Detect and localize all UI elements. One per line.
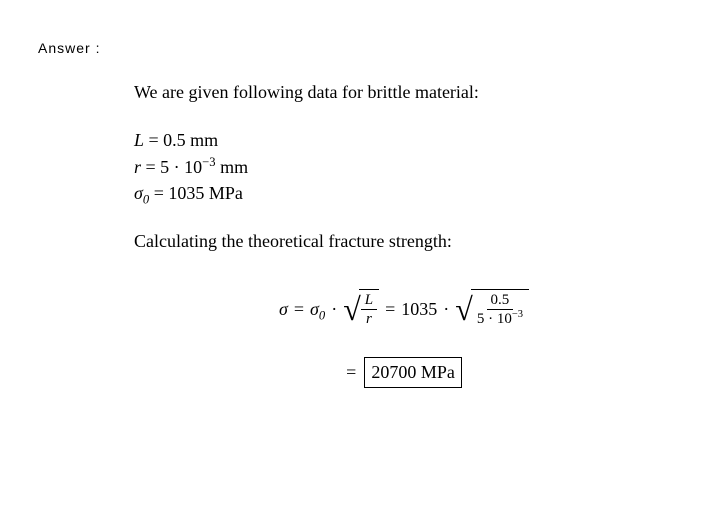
radicand-1: L r — [359, 289, 379, 329]
frac2-den-exp: −3 — [512, 309, 523, 320]
eq-r: = — [146, 157, 156, 177]
equals-1: = — [294, 297, 304, 321]
sigma0-rhs-sym: σ — [310, 299, 319, 319]
equals-2: = — [385, 297, 395, 321]
given-L: L = 0.5 mm — [134, 128, 674, 152]
sigma0-sub: 0 — [143, 192, 149, 206]
eq-L: = — [149, 130, 159, 150]
equation-result: = 20700 MPa — [346, 357, 462, 387]
equation-block: σ = σ0 · √ L r = 1035 · √ — [134, 289, 674, 387]
symbol-L: L — [134, 130, 144, 150]
frac-numeric: 0.5 5 · 10−3 — [473, 292, 527, 328]
given-sigma0: σ0 = 1035 MPa — [134, 181, 674, 205]
dot-1: · — [331, 297, 337, 321]
frac2-num: 0.5 — [487, 292, 514, 311]
given-r: r = 5 · 10−3 mm — [134, 155, 674, 179]
frac2-den-prefix: 5 · 10 — [477, 311, 512, 327]
val-r-prefix: 5 · 10 — [160, 157, 202, 177]
val-L: 0.5 mm — [163, 130, 218, 150]
symbol-r: r — [134, 157, 141, 177]
frac-L-over-r: L r — [361, 292, 377, 328]
boxed-result: 20700 MPa — [364, 357, 462, 387]
dot-2: · — [443, 297, 449, 321]
val-r-unit: mm — [216, 157, 249, 177]
sigma0-rhs-sub: 0 — [319, 309, 325, 323]
val-sigma0: 1035 MPa — [168, 183, 243, 203]
value-1035: 1035 — [401, 297, 437, 321]
sqrt-2: √ 0.5 5 · 10−3 — [455, 289, 529, 329]
frac2-den: 5 · 10−3 — [473, 310, 527, 328]
eq-sigma0: = — [154, 183, 164, 203]
frac1-num: L — [361, 292, 377, 311]
equation-main: σ = σ0 · √ L r = 1035 · √ — [279, 289, 529, 329]
symbol-sigma0: σ0 — [134, 183, 149, 203]
given-data-block: L = 0.5 mm r = 5 · 10−3 mm σ0 = 1035 MPa — [134, 128, 674, 205]
answer-content: We are given following data for brittle … — [134, 80, 674, 388]
sigma0-sym: σ — [134, 183, 143, 203]
sigma0-rhs: σ0 — [310, 297, 325, 321]
sqrt-1: √ L r — [343, 289, 379, 329]
intro-paragraph: We are given following data for brittle … — [134, 80, 674, 104]
sigma-lhs: σ — [279, 297, 288, 321]
page: Answer : We are given following data for… — [0, 0, 713, 513]
equals-3: = — [346, 360, 356, 384]
calc-intro: Calculating the theoretical fracture str… — [134, 229, 674, 253]
frac1-den: r — [362, 310, 376, 328]
answer-label: Answer : — [38, 40, 100, 56]
radicand-2: 0.5 5 · 10−3 — [471, 289, 529, 329]
val-r-exp: −3 — [202, 155, 215, 169]
